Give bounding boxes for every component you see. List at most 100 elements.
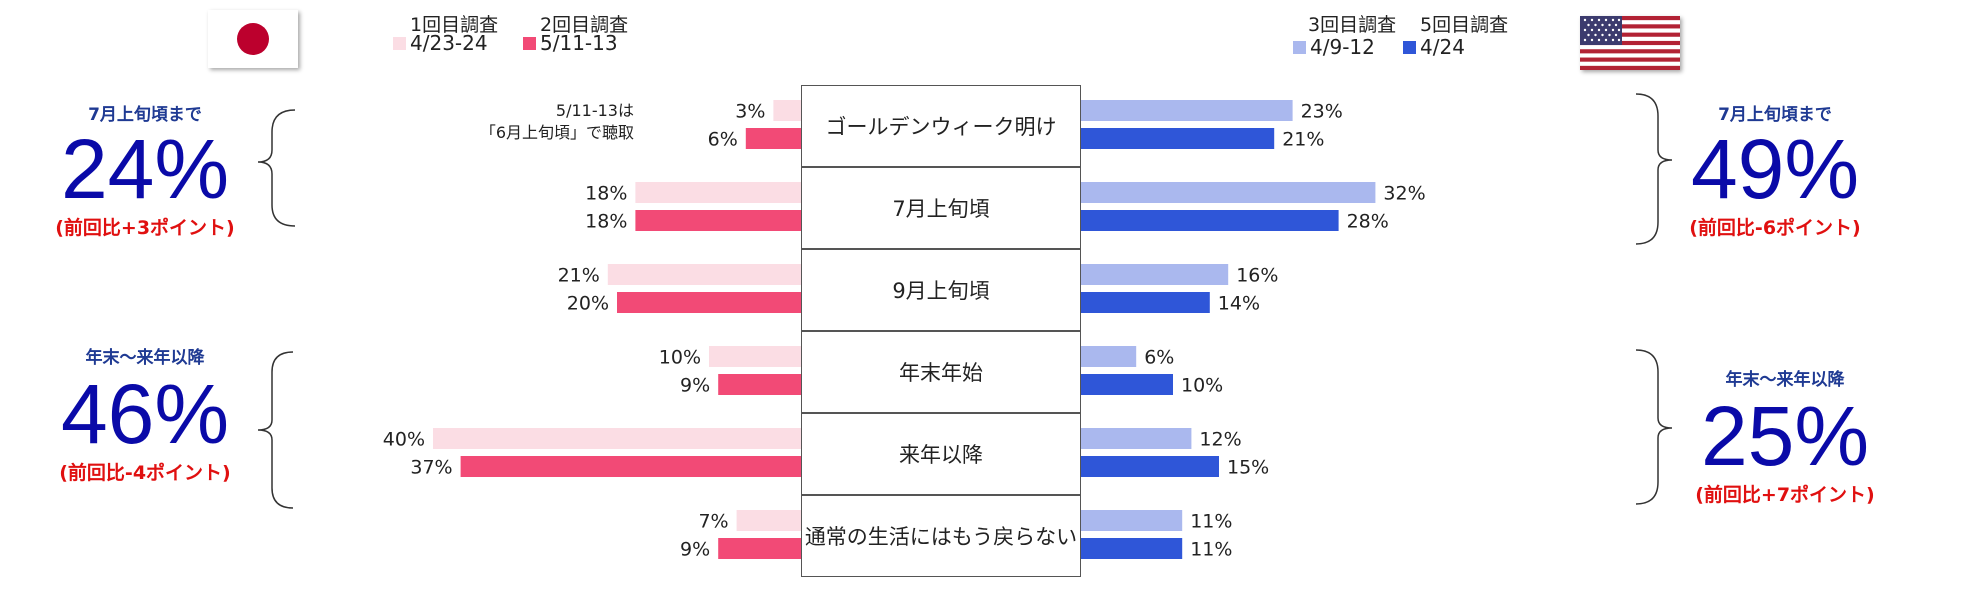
data-label-us-round3-5: 11% <box>1190 511 1232 533</box>
data-label-us-round5-4: 15% <box>1227 457 1269 479</box>
bar-us-round3-3 <box>1081 346 1137 367</box>
data-label-jp-round2-5: 9% <box>680 539 710 561</box>
bar-jp-round2-2 <box>617 292 801 313</box>
japan-flag-sun <box>237 23 269 55</box>
data-label-jp-round2-0: 6% <box>708 129 738 151</box>
us-flag-icon <box>1580 16 1680 70</box>
data-label-jp-round1-0: 3% <box>735 101 765 123</box>
summary-us-bottom: 年末～来年以降 25% (前回比+7ポイント) <box>1665 365 1905 507</box>
bar-us-round3-4 <box>1081 428 1192 449</box>
legend-jp-round1-title: 1回目調査 <box>410 14 499 36</box>
legend-us-round3: 4/9-12 <box>1293 35 1375 59</box>
data-label-jp-round1-3: 10% <box>659 347 701 369</box>
category-label-3: 年末年始 <box>801 331 1081 413</box>
summary-us-top-delta: (前回比-6ポイント) <box>1689 217 1861 239</box>
legend-us-round5-title: 5回目調査 <box>1420 14 1509 36</box>
summary-jp-top-delta: (前回比+3ポイント) <box>55 217 235 239</box>
category-label-2: 9月上旬頃 <box>801 249 1081 331</box>
summary-jp-bottom-value: 46% <box>60 367 230 461</box>
summary-us-top-label: 7月上旬頃まで <box>1718 105 1832 125</box>
brace-us-bottom <box>1635 349 1673 505</box>
bar-jp-round1-5 <box>736 510 801 531</box>
bar-jp-round1-0 <box>773 100 801 121</box>
legend-us-round5-date: 4/24 <box>1420 35 1465 59</box>
bar-jp-round1-3 <box>709 346 801 367</box>
summary-us-bottom-value: 25% <box>1700 389 1870 483</box>
bar-jp-round2-5 <box>718 538 801 559</box>
legend-us-round5: 4/24 <box>1403 35 1465 59</box>
legend-swatch-jp-round1 <box>393 36 406 50</box>
summary-jp-top-label: 7月上旬頃まで <box>88 105 202 125</box>
bar-us-round5-2 <box>1081 292 1210 313</box>
bar-jp-round2-3 <box>718 374 801 395</box>
data-label-jp-round1-5: 7% <box>698 511 728 533</box>
data-label-jp-round2-2: 20% <box>567 293 609 315</box>
data-label-jp-round2-4: 37% <box>410 457 452 479</box>
data-label-us-round3-1: 32% <box>1383 183 1425 205</box>
summary-us-top-value: 49% <box>1690 122 1860 216</box>
summary-jp-bottom: 年末～来年以降 46% (前回比-4ポイント) <box>30 343 260 485</box>
bar-us-round5-1 <box>1081 210 1339 231</box>
data-label-jp-round1-1: 18% <box>585 183 627 205</box>
data-label-us-round5-3: 10% <box>1181 375 1223 397</box>
legend-us-round3-title: 3回目調査 <box>1308 14 1397 36</box>
bar-jp-round2-1 <box>635 210 801 231</box>
bar-us-round5-5 <box>1081 538 1183 559</box>
data-label-us-round3-4: 12% <box>1199 429 1241 451</box>
legend-jp-round2-date: 5/11-13 <box>540 31 618 55</box>
legend-jp-round2-title: 2回目調査 <box>540 14 629 36</box>
legend-swatch-us-round5 <box>1403 40 1416 54</box>
data-label-us-round3-3: 6% <box>1144 347 1174 369</box>
bar-jp-round2-0 <box>745 128 801 149</box>
category-label-5: 通常の生活にはもう戻らない <box>801 495 1081 577</box>
us-flag-graphic <box>1580 16 1680 70</box>
summary-us-bottom-label: 年末～来年以降 <box>1725 370 1845 390</box>
bar-jp-round2-4 <box>460 456 801 477</box>
bar-us-round5-3 <box>1081 374 1173 395</box>
bar-jp-round1-2 <box>607 264 801 285</box>
brace-jp-bottom <box>257 351 294 509</box>
data-label-jp-round2-1: 18% <box>585 211 627 233</box>
summary-jp-bottom-delta: (前回比-4ポイント) <box>59 462 231 484</box>
legend-jp-round1-date: 4/23-24 <box>410 31 488 55</box>
legend-us-round3-date: 4/9-12 <box>1310 35 1375 59</box>
brace-us-top <box>1635 93 1673 245</box>
data-label-jp-round2-3: 9% <box>680 375 710 397</box>
summary-jp-top: 7月上旬頃まで 24% (前回比+3ポイント) <box>30 100 260 240</box>
survey-note-line2: 「6月上旬頃」で聴取 <box>479 122 634 142</box>
bar-us-round3-0 <box>1081 100 1293 121</box>
data-label-jp-round1-2: 21% <box>558 265 600 287</box>
bar-us-round3-5 <box>1081 510 1183 531</box>
bar-jp-round1-4 <box>433 428 801 449</box>
data-label-us-round5-2: 14% <box>1218 293 1260 315</box>
data-label-us-round3-2: 16% <box>1236 265 1278 287</box>
brace-jp-top <box>257 109 296 227</box>
summary-us-bottom-delta: (前回比+7ポイント) <box>1695 484 1875 506</box>
category-label-4: 来年以降 <box>801 413 1081 495</box>
summary-jp-top-value: 24% <box>60 122 230 216</box>
bar-jp-round1-1 <box>635 182 801 203</box>
bar-us-round3-1 <box>1081 182 1376 203</box>
data-label-us-round5-0: 21% <box>1282 129 1324 151</box>
category-label-1: 7月上旬頃 <box>801 167 1081 249</box>
japan-flag-icon <box>208 10 298 68</box>
legend-swatch-us-round3 <box>1293 40 1306 54</box>
summary-jp-bottom-label: 年末～来年以降 <box>85 348 205 368</box>
summary-us-top: 7月上旬頃まで 49% (前回比-6ポイント) <box>1655 100 1895 240</box>
data-label-us-round3-0: 23% <box>1301 101 1343 123</box>
legend-jp-round1: 4/23-24 <box>393 31 488 55</box>
bar-us-round5-4 <box>1081 456 1219 477</box>
data-label-us-round5-5: 11% <box>1190 539 1232 561</box>
category-label-0: ゴールデンウィーク明け <box>801 85 1081 167</box>
survey-note: 5/11-13は 「6月上旬頃」で聴取 <box>480 100 634 143</box>
survey-note-line1: 5/11-13は <box>555 101 634 120</box>
legend-swatch-jp-round2 <box>523 36 536 50</box>
data-label-jp-round1-4: 40% <box>383 429 425 451</box>
legend-jp-round2: 5/11-13 <box>523 31 618 55</box>
data-label-us-round5-1: 28% <box>1347 211 1389 233</box>
bar-us-round5-0 <box>1081 128 1275 149</box>
bar-us-round3-2 <box>1081 264 1229 285</box>
